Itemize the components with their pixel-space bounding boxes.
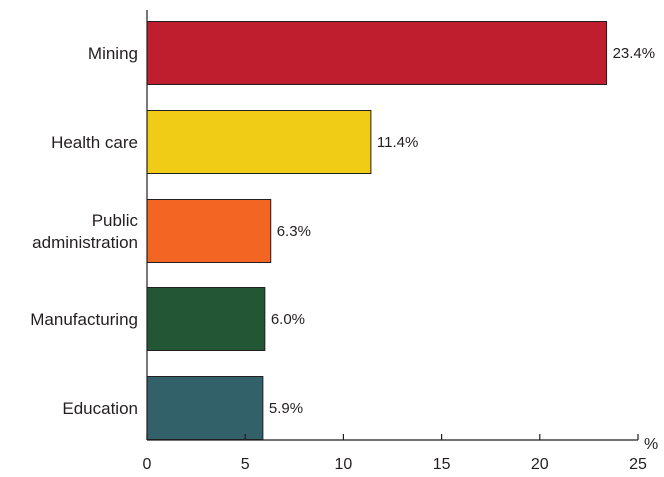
x-tick-label-1: 5 — [241, 456, 250, 473]
x-tick-label-5: 25 — [629, 456, 647, 473]
value-label-2: 6.3% — [277, 223, 311, 240]
x-tick-label-4: 20 — [531, 456, 549, 473]
bars-group — [146, 21, 608, 440]
x-tick-label-0: 0 — [143, 456, 152, 473]
x-axis-ticks: 0 5 10 15 20 25 — [143, 434, 647, 473]
value-labels: 23.4% 11.4% 6.3% 6.0% 5.9% — [269, 45, 655, 417]
bar-2 — [146, 199, 272, 263]
bar-0 — [146, 21, 608, 85]
bar-3 — [146, 287, 266, 351]
x-tick-label-2: 10 — [335, 456, 353, 473]
category-label-3: Manufacturing — [30, 310, 138, 329]
value-label-0: 23.4% — [613, 45, 656, 62]
category-labels: Mining Health care Public administration Man… — [30, 44, 138, 418]
category-label-1: Health care — [51, 133, 138, 152]
bar-1 — [146, 110, 372, 174]
bar-4 — [146, 376, 264, 440]
x-axis-unit-label: % — [644, 436, 658, 453]
value-label-1: 11.4% — [377, 134, 418, 151]
category-label-2: Public administration — [32, 211, 138, 252]
value-label-4: 5.9% — [269, 400, 303, 417]
category-label-4: Education — [62, 399, 138, 418]
x-tick-label-3: 15 — [433, 456, 451, 473]
value-label-3: 6.0% — [271, 311, 305, 328]
category-label-0: Mining — [88, 44, 138, 63]
